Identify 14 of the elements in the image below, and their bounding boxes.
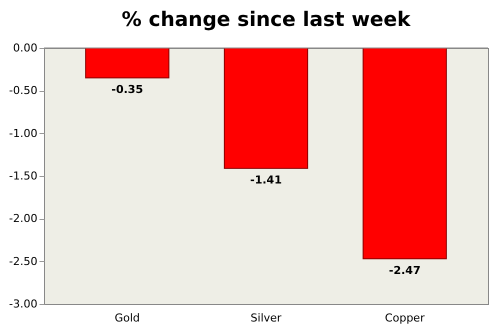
x-tick-label: Gold	[114, 312, 140, 324]
chart-title: % change since last week	[122, 7, 412, 31]
x-tick-label: Copper	[384, 312, 426, 324]
y-tick-label: -2.00	[9, 212, 38, 226]
data-label: -2.47	[388, 264, 421, 277]
x-tick-label: Silver	[250, 312, 282, 324]
y-tick-label: -2.50	[9, 254, 38, 268]
data-label: -1.41	[250, 173, 282, 186]
y-tick-label: -1.50	[9, 170, 38, 182]
y-tick-label: -3.00	[9, 298, 38, 310]
data-label: -0.35	[111, 82, 144, 96]
y-tick-label: 0.00	[13, 42, 38, 54]
y-tick-label: -1.00	[9, 126, 38, 140]
y-tick-label: -0.50	[9, 84, 38, 98]
